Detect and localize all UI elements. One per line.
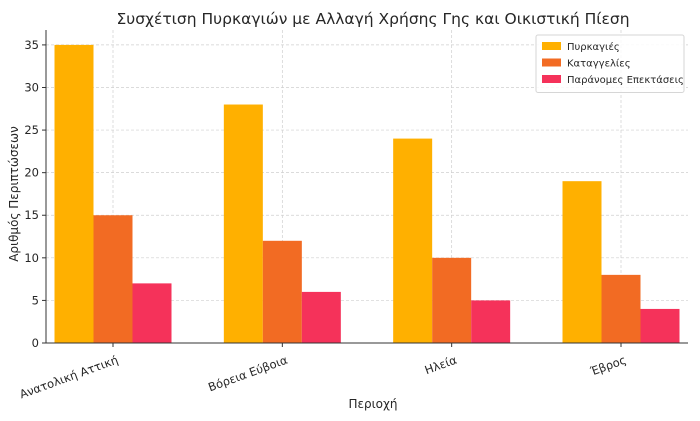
- axes: [45, 30, 688, 344]
- legend-entry: Παράνομες Επεκτάσεις: [567, 74, 684, 86]
- y-tick-label: 10: [24, 251, 39, 265]
- legend-frame: [535, 34, 685, 93]
- y-tick-label: 35: [24, 38, 39, 52]
- bar: [301, 291, 341, 343]
- bar: [471, 300, 511, 343]
- y-tick-label: 20: [24, 166, 39, 180]
- bar: [54, 44, 94, 344]
- bars: [54, 44, 680, 344]
- y-tick-label: 25: [24, 123, 39, 137]
- bar: [640, 308, 680, 343]
- legend: Πυρκαγιές Καταγγελίες Παράνομες Επεκτάσεις: [535, 34, 685, 93]
- bar: [393, 138, 433, 343]
- y-tick-label: 30: [24, 80, 39, 94]
- y-axis-label: Αριθμός Περιπτώσεων: [7, 126, 21, 262]
- y-tick-label: 15: [24, 208, 39, 222]
- chart-title: Συσχέτιση Πυρκαγιών με Αλλαγή Χρήσης Γης…: [116, 10, 629, 28]
- bar: [601, 274, 641, 343]
- bar: [432, 257, 472, 343]
- legend-swatch: [542, 58, 561, 67]
- bar: [262, 240, 302, 343]
- bar: [223, 104, 263, 344]
- y-tick-label: 5: [32, 293, 39, 307]
- y-tick-label: 0: [32, 336, 39, 350]
- y-tick-labels: 0 5 10 15 20 25 30 35: [24, 38, 46, 350]
- legend-swatch: [542, 42, 561, 50]
- legend-swatch: [542, 75, 561, 83]
- x-axis-label: Περιοχή: [348, 397, 397, 411]
- bar: [93, 215, 133, 343]
- legend-entry: Πυρκαγιές: [567, 41, 620, 53]
- bar: [562, 181, 602, 343]
- bar: [132, 283, 172, 343]
- legend-entry: Καταγγελίες: [567, 58, 631, 70]
